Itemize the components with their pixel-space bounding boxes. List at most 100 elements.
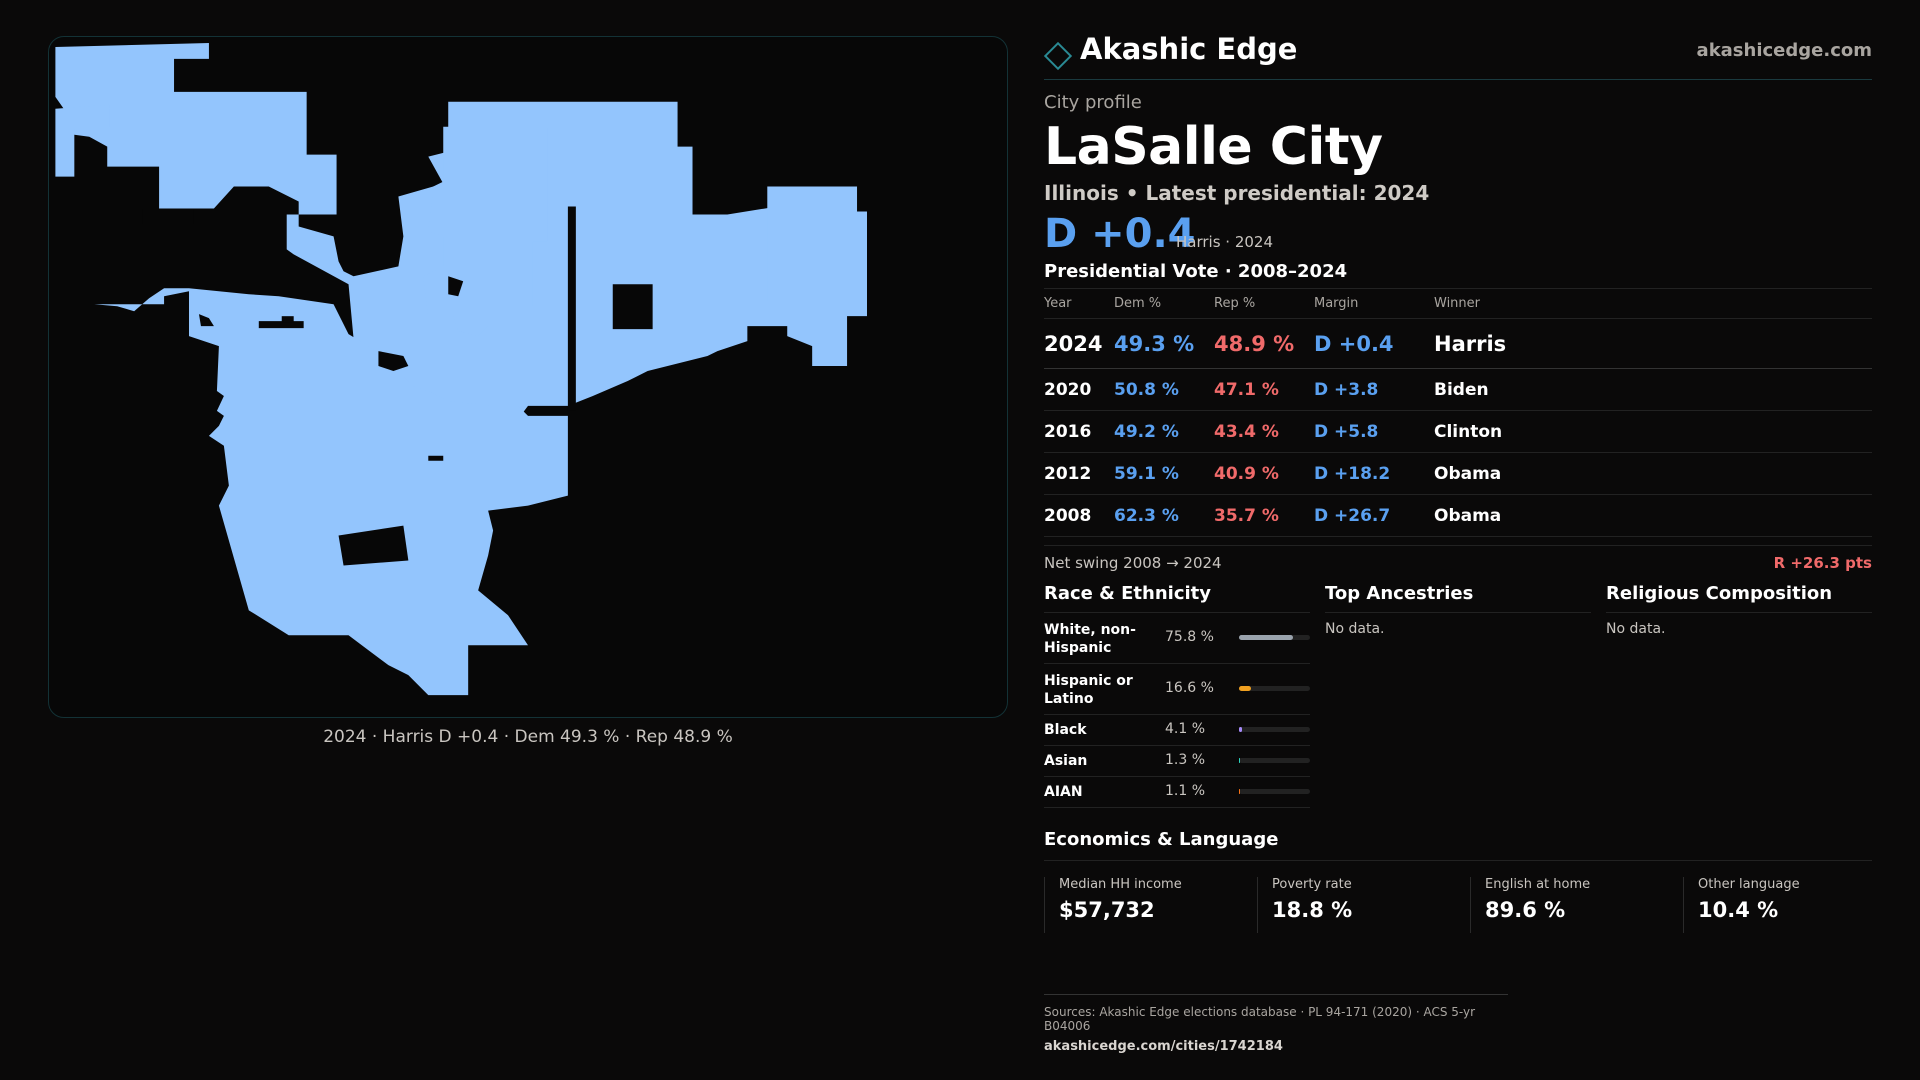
stat-label: English at home — [1485, 877, 1591, 892]
ancestries-empty: No data. — [1325, 621, 1385, 637]
row-rep: 40.9 % — [1214, 452, 1314, 495]
stat-value: 18.8 % — [1272, 898, 1353, 922]
page-url-link[interactable]: akashicedge.com/cities/1742184 — [1044, 1039, 1283, 1054]
race-bar — [1239, 686, 1310, 691]
stat-value: $57,732 — [1059, 898, 1155, 922]
stat-other-language: Other language 10.4 % — [1683, 877, 1883, 933]
race-pct: 4.1 % — [1165, 721, 1206, 737]
religious-composition: Religious Composition No data. — [1606, 583, 1872, 637]
header: Akashic Edge akashicedge.com — [1043, 30, 1872, 80]
economics-title: Economics & Language — [1044, 829, 1872, 861]
economics-stats: Median HH income $57,732 Poverty rate 18… — [1044, 877, 1872, 933]
top-ancestries: Top Ancestries No data. — [1325, 583, 1591, 637]
race-label: Black — [1044, 722, 1087, 738]
stat-label: Other language — [1698, 877, 1800, 892]
table-row: 2008 62.3 % 35.7 % D +26.7 Obama — [1044, 494, 1872, 537]
table-row: 2020 50.8 % 47.1 % D +3.8 Biden — [1044, 368, 1872, 411]
race-row: Asian 1.3 % — [1044, 746, 1310, 777]
row-dem: 62.3 % — [1114, 494, 1214, 537]
stat-median-income: Median HH income $57,732 — [1044, 877, 1244, 933]
city-map[interactable] — [48, 36, 1008, 718]
stat-label: Median HH income — [1059, 877, 1182, 892]
stat-value: 10.4 % — [1698, 898, 1779, 922]
race-bar-fill — [1239, 635, 1293, 640]
race-pct: 1.1 % — [1165, 783, 1206, 799]
net-swing-value: R +26.3 pts — [1773, 554, 1872, 572]
row-rep: 35.7 % — [1214, 494, 1314, 537]
row-winner: Clinton — [1434, 410, 1872, 453]
race-bar-fill — [1239, 686, 1251, 691]
race-ethnicity: Race & Ethnicity White, non-Hispanic 75.… — [1044, 583, 1310, 808]
row-year: 2024 — [1044, 318, 1114, 369]
profile-subtitle: Illinois • Latest presidential: 2024 — [1044, 181, 1430, 205]
race-row: Hispanic or Latino 16.6 % — [1044, 664, 1310, 715]
city-boundary-shape — [55, 42, 868, 696]
race-label: AIAN — [1044, 784, 1083, 800]
row-winner: Obama — [1434, 452, 1872, 495]
race-bar-fill — [1239, 727, 1242, 732]
ancestries-title: Top Ancestries — [1325, 583, 1591, 613]
map-holes — [142, 206, 653, 566]
footer: Sources: Akashic Edge elections database… — [1044, 994, 1508, 1054]
row-year: 2020 — [1044, 368, 1114, 411]
race-pct: 1.3 % — [1165, 752, 1206, 768]
row-dem: 49.3 % — [1114, 318, 1214, 369]
row-dem: 49.2 % — [1114, 410, 1214, 453]
row-rep: 47.1 % — [1214, 368, 1314, 411]
row-year: 2008 — [1044, 494, 1114, 537]
sources-note: Sources: Akashic Edge elections database… — [1044, 1005, 1476, 1033]
profile-panel: Akashic Edge akashicedge.com City profil… — [1043, 30, 1872, 933]
row-winner: Harris — [1434, 318, 1872, 369]
brand-name[interactable]: Akashic Edge — [1080, 32, 1298, 66]
race-bar — [1239, 727, 1310, 732]
row-year: 2012 — [1044, 452, 1114, 495]
race-row: Black 4.1 % — [1044, 715, 1310, 746]
demographics-section: Race & Ethnicity White, non-Hispanic 75.… — [1044, 583, 1872, 823]
row-rep: 48.9 % — [1214, 318, 1314, 369]
col-year: Year — [1044, 288, 1114, 319]
race-title: Race & Ethnicity — [1044, 583, 1310, 613]
stat-label: Poverty rate — [1272, 877, 1352, 892]
row-margin: D +5.8 — [1314, 410, 1434, 453]
site-link[interactable]: akashicedge.com — [1696, 40, 1872, 61]
table-row: 2024 49.3 % 48.9 % D +0.4 Harris — [1044, 318, 1872, 369]
col-winner: Winner — [1434, 288, 1872, 319]
race-label: Hispanic or Latino — [1044, 673, 1133, 707]
row-margin: D +3.8 — [1314, 368, 1434, 411]
stat-poverty-rate: Poverty rate 18.8 % — [1257, 877, 1457, 933]
row-dem: 50.8 % — [1114, 368, 1214, 411]
row-margin: D +26.7 — [1314, 494, 1434, 537]
diamond-logo-icon — [1043, 41, 1073, 71]
race-bar-fill — [1239, 789, 1241, 794]
row-winner: Biden — [1434, 368, 1872, 411]
col-rep: Rep % — [1214, 288, 1314, 319]
religion-title: Religious Composition — [1606, 583, 1872, 613]
map-caption: 2024 · Harris D +0.4 · Dem 49.3 % · Rep … — [323, 727, 733, 747]
profile-kicker: City profile — [1044, 92, 1142, 113]
latest-margin-note: Harris · 2024 — [1176, 233, 1274, 251]
page-title: LaSalle City — [1044, 117, 1383, 177]
race-bar-fill — [1239, 758, 1241, 763]
table-row: 2012 59.1 % 40.9 % D +18.2 Obama — [1044, 452, 1872, 495]
row-year: 2016 — [1044, 410, 1114, 453]
religion-empty: No data. — [1606, 621, 1666, 637]
net-swing-label: Net swing 2008 → 2024 — [1044, 554, 1222, 572]
latest-margin: D +0.4 Harris · 2024 — [1044, 211, 1872, 259]
city-boundary-map — [55, 42, 868, 696]
row-margin: D +18.2 — [1314, 452, 1434, 495]
col-dem: Dem % — [1114, 288, 1214, 319]
race-pct: 75.8 % — [1165, 629, 1214, 645]
race-bar — [1239, 635, 1310, 640]
stat-english-at-home: English at home 89.6 % — [1470, 877, 1670, 933]
row-winner: Obama — [1434, 494, 1872, 537]
vote-table-header: Year Dem % Rep % Margin Winner — [1044, 288, 1872, 319]
net-swing: Net swing 2008 → 2024 R +26.3 pts — [1044, 545, 1872, 575]
race-label: White, non-Hispanic — [1044, 622, 1136, 656]
stat-value: 89.6 % — [1485, 898, 1566, 922]
vote-table: Year Dem % Rep % Margin Winner 2024 49.3… — [1044, 288, 1872, 537]
race-pct: 16.6 % — [1165, 680, 1214, 696]
row-margin: D +0.4 — [1314, 318, 1434, 369]
race-label: Asian — [1044, 753, 1088, 769]
table-row: 2016 49.2 % 43.4 % D +5.8 Clinton — [1044, 410, 1872, 453]
race-bar — [1239, 789, 1310, 794]
